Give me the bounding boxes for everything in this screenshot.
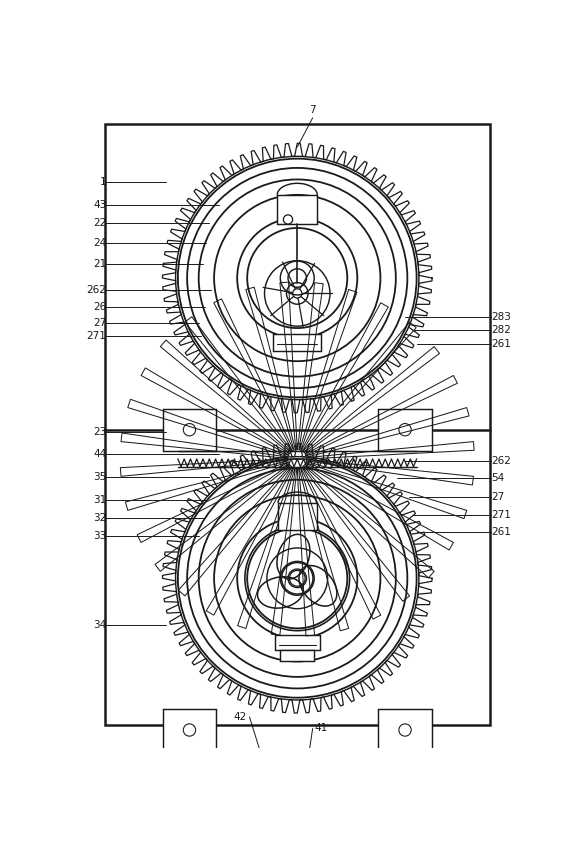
Text: 271: 271 xyxy=(86,331,106,341)
Text: 24: 24 xyxy=(93,238,106,248)
Text: 32: 32 xyxy=(93,513,106,523)
Text: 44: 44 xyxy=(93,448,106,458)
Text: 33: 33 xyxy=(93,531,106,541)
Bar xyxy=(105,124,490,725)
Text: 271: 271 xyxy=(491,510,511,521)
Text: 262: 262 xyxy=(491,457,511,466)
Text: 282: 282 xyxy=(491,325,511,336)
Text: 21: 21 xyxy=(93,259,106,269)
Bar xyxy=(277,195,317,224)
Bar xyxy=(278,503,317,530)
Text: 7: 7 xyxy=(309,105,316,114)
Text: 54: 54 xyxy=(491,473,505,484)
Bar xyxy=(275,634,320,650)
Text: 41: 41 xyxy=(314,723,328,733)
Bar xyxy=(117,771,478,788)
Text: 23: 23 xyxy=(93,427,106,437)
Bar xyxy=(280,650,314,661)
Bar xyxy=(378,409,432,452)
Bar xyxy=(162,409,216,452)
Text: 262: 262 xyxy=(86,284,106,294)
Text: 26: 26 xyxy=(93,302,106,312)
Text: 42: 42 xyxy=(233,712,246,722)
Text: 43: 43 xyxy=(93,200,106,210)
Text: 35: 35 xyxy=(93,472,106,482)
Text: 22: 22 xyxy=(93,218,106,228)
Bar xyxy=(287,821,308,832)
Bar xyxy=(162,709,216,752)
Bar xyxy=(273,334,321,352)
Text: 27: 27 xyxy=(93,318,106,328)
Text: 261: 261 xyxy=(491,527,511,537)
Text: 283: 283 xyxy=(491,311,511,321)
Text: 31: 31 xyxy=(93,495,106,505)
Text: 27: 27 xyxy=(491,493,505,502)
Text: 1: 1 xyxy=(100,177,106,187)
Text: 34: 34 xyxy=(93,620,106,630)
Bar xyxy=(321,780,350,808)
Bar xyxy=(378,709,432,752)
Text: 261: 261 xyxy=(491,339,511,349)
